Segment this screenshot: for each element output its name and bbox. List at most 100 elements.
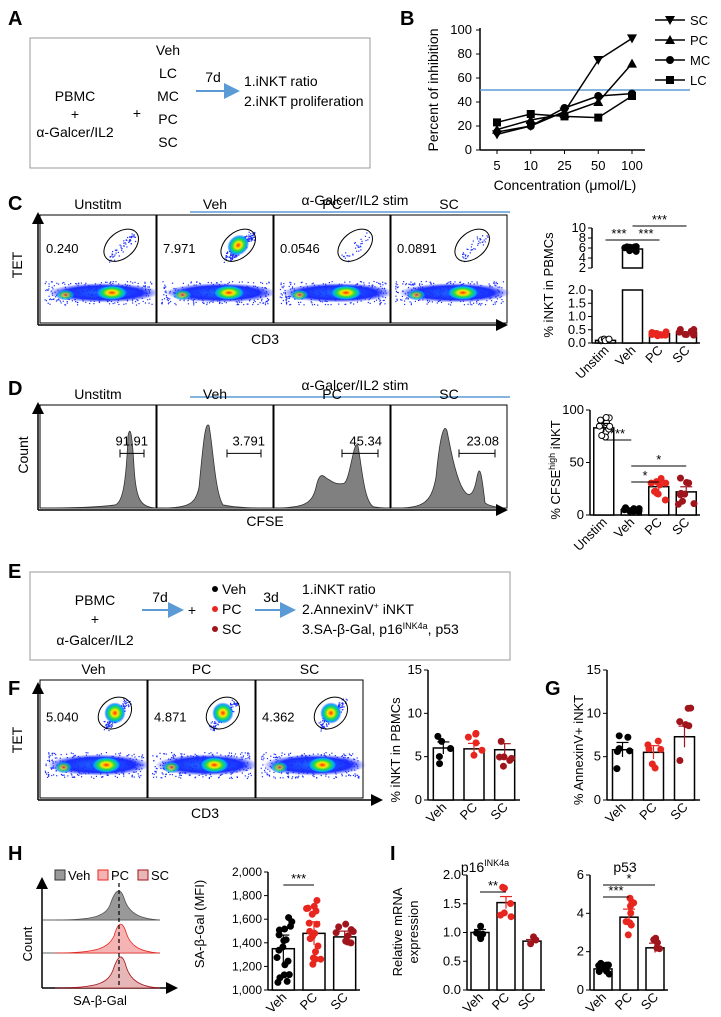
f-event xyxy=(51,759,53,762)
c-event xyxy=(428,291,430,293)
f-event xyxy=(287,773,289,775)
f-event xyxy=(357,765,359,767)
c-gated-event xyxy=(121,248,123,250)
c-event xyxy=(243,303,245,306)
f-event xyxy=(96,754,98,756)
c-event xyxy=(169,292,171,294)
f-gated-event xyxy=(342,706,344,708)
c-event xyxy=(251,296,253,298)
f-event xyxy=(294,777,297,779)
f-event xyxy=(198,756,200,758)
c-event xyxy=(206,285,209,288)
b-ytick-label: 80 xyxy=(458,46,472,61)
c-event xyxy=(264,292,266,294)
c-event xyxy=(283,285,285,287)
c-event xyxy=(494,303,496,305)
c-event xyxy=(447,287,449,289)
f-event xyxy=(66,756,68,759)
c-gated-event xyxy=(248,231,250,233)
f-event xyxy=(98,754,100,756)
f-gated-event xyxy=(103,721,105,723)
i-p53-xtick-label: PC xyxy=(612,990,635,1013)
c-event xyxy=(440,295,442,297)
c-event xyxy=(98,299,100,301)
f-event xyxy=(339,767,341,770)
c-event xyxy=(190,281,193,283)
c-event xyxy=(488,296,491,298)
f-event xyxy=(78,774,80,776)
c-event xyxy=(140,292,143,294)
h-hist-sc xyxy=(54,956,161,989)
c-event xyxy=(407,298,409,300)
i-p16-ytick-label: 0.5 xyxy=(443,953,461,968)
g-bar-point xyxy=(651,764,659,772)
c-event xyxy=(126,284,129,286)
f-event xyxy=(265,752,267,754)
f-event xyxy=(305,769,307,771)
h-bar-xtick-label: Veh xyxy=(263,990,289,1016)
f-event xyxy=(220,774,222,776)
c-gated-event xyxy=(229,255,232,257)
f-event xyxy=(133,776,135,778)
f-bar-point xyxy=(464,733,472,741)
f-event xyxy=(54,757,56,759)
c-event xyxy=(443,298,445,300)
c-event xyxy=(467,282,469,284)
c-event xyxy=(148,302,150,304)
f-event xyxy=(262,764,264,766)
f-event xyxy=(305,754,307,757)
c-event xyxy=(365,292,367,294)
panel-label-a: A xyxy=(8,8,22,30)
c-event xyxy=(376,288,378,291)
c-event xyxy=(405,282,407,285)
c-event xyxy=(129,291,131,294)
f-event xyxy=(86,756,88,759)
f-event xyxy=(325,773,327,775)
c-event xyxy=(432,287,435,290)
c-event xyxy=(426,300,429,302)
c-event xyxy=(325,300,327,302)
c-event xyxy=(146,293,149,295)
d-bar-point xyxy=(677,489,685,497)
d-plot-title: PC xyxy=(322,386,341,402)
c-event xyxy=(63,281,65,284)
c-event xyxy=(325,291,327,294)
c-gated-event xyxy=(110,259,112,261)
c-event xyxy=(431,301,433,303)
c-event xyxy=(297,301,300,304)
f-event xyxy=(249,772,252,775)
c-event xyxy=(411,284,414,286)
c-event xyxy=(162,281,164,283)
c-gated-event xyxy=(464,255,467,257)
f-event xyxy=(231,760,233,762)
f-event xyxy=(180,774,182,777)
f-gated-event xyxy=(342,698,345,700)
f-gated-event xyxy=(233,702,236,704)
g-bar-ytick-label: 5 xyxy=(594,749,601,764)
f-event xyxy=(260,767,262,769)
f-event xyxy=(192,756,194,758)
c-event xyxy=(77,287,79,289)
f-event xyxy=(220,754,222,756)
d-bar-point xyxy=(661,496,669,504)
c-hot-cluster-left xyxy=(407,289,426,301)
c-event xyxy=(412,284,415,286)
c-event xyxy=(324,303,326,306)
c-event xyxy=(88,285,90,287)
b-point-lc xyxy=(493,118,501,127)
c-event xyxy=(260,281,262,284)
c-event xyxy=(70,282,72,285)
c-event xyxy=(133,297,135,299)
f-gated-event xyxy=(128,705,130,707)
i-p16-sig-label: ** xyxy=(488,878,498,893)
f-gated-event xyxy=(214,725,216,727)
f-event xyxy=(347,770,350,772)
c-event xyxy=(212,301,214,304)
f-event xyxy=(77,764,79,767)
f-event xyxy=(351,762,353,764)
f-event xyxy=(85,773,87,775)
f-event xyxy=(228,764,230,767)
f-event xyxy=(261,756,263,758)
c-event xyxy=(83,291,85,293)
